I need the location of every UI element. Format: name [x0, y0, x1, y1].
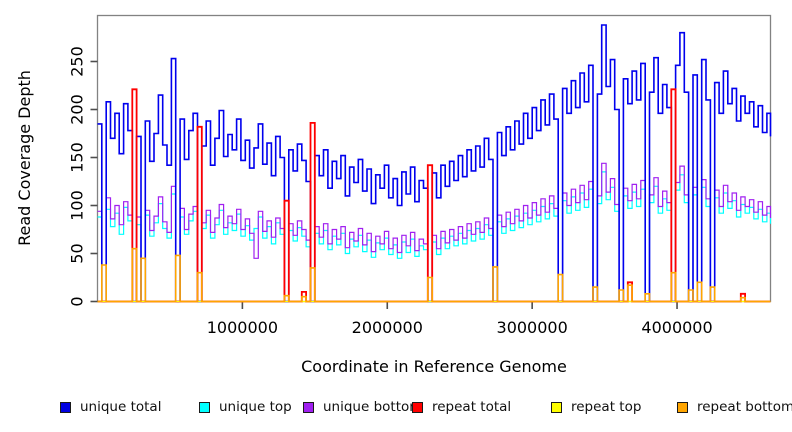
y-tick-label: 200 [68, 94, 87, 125]
legend-item-unique-total: unique total [60, 399, 161, 415]
repeat-top-swatch-icon [551, 401, 562, 413]
series-line-repeat-bottom [97, 247, 771, 303]
series-lines [97, 24, 772, 303]
legend-item-repeat-bottom: repeat bottom [677, 399, 792, 415]
y-tick-label: 0 [68, 296, 87, 306]
unique-top-swatch-icon [199, 401, 210, 413]
y-tick-label: 50 [68, 243, 87, 263]
coverage-plot-svg: 0 50 100 150 200 250 1000000 2000000 3000000 4000… [15, 14, 772, 376]
x-tick-label: 3000000 [497, 318, 568, 337]
series-line-unique-total [97, 24, 772, 303]
repeat-bottom-swatch-icon [677, 401, 688, 413]
series-line-repeat-total [97, 88, 771, 303]
x-tick-label: 1000000 [207, 318, 278, 337]
legend-item-repeat-total: repeat total [412, 399, 511, 415]
axis-tick-labels: 0 50 100 150 200 250 1000000 2000000 3000000 4000… [68, 46, 713, 337]
unique-total-swatch-icon [60, 401, 71, 413]
axis-ticks [90, 60, 678, 309]
repeat-total-swatch-icon [412, 401, 423, 413]
legend-item-unique-bottom: unique bottom [303, 399, 422, 415]
legend-label: repeat bottom [697, 399, 792, 415]
legend-label: repeat total [432, 399, 512, 415]
legend-label: unique bottom [323, 399, 423, 415]
series-line-unique-top [97, 171, 772, 303]
x-tick-label: 4000000 [641, 318, 712, 337]
y-tick-label: 150 [68, 142, 87, 173]
x-tick-label: 2000000 [352, 318, 423, 337]
legend-label: unique top [219, 399, 292, 415]
y-tick-label: 250 [68, 46, 87, 77]
x-axis-title: Coordinate in Reference Genome [301, 357, 567, 376]
series-line-unique-bottom [97, 162, 772, 303]
legend-item-unique-top: unique top [199, 399, 292, 415]
legend: unique total unique top unique bottom re… [0, 399, 792, 421]
legend-item-repeat-top: repeat top [551, 399, 641, 415]
unique-bottom-swatch-icon [303, 401, 314, 413]
legend-label: repeat top [571, 399, 642, 415]
plot-box [96, 14, 772, 303]
legend-label: unique total [80, 399, 162, 415]
y-tick-label: 100 [68, 190, 87, 221]
y-axis-title: Read Coverage Depth [15, 70, 34, 246]
